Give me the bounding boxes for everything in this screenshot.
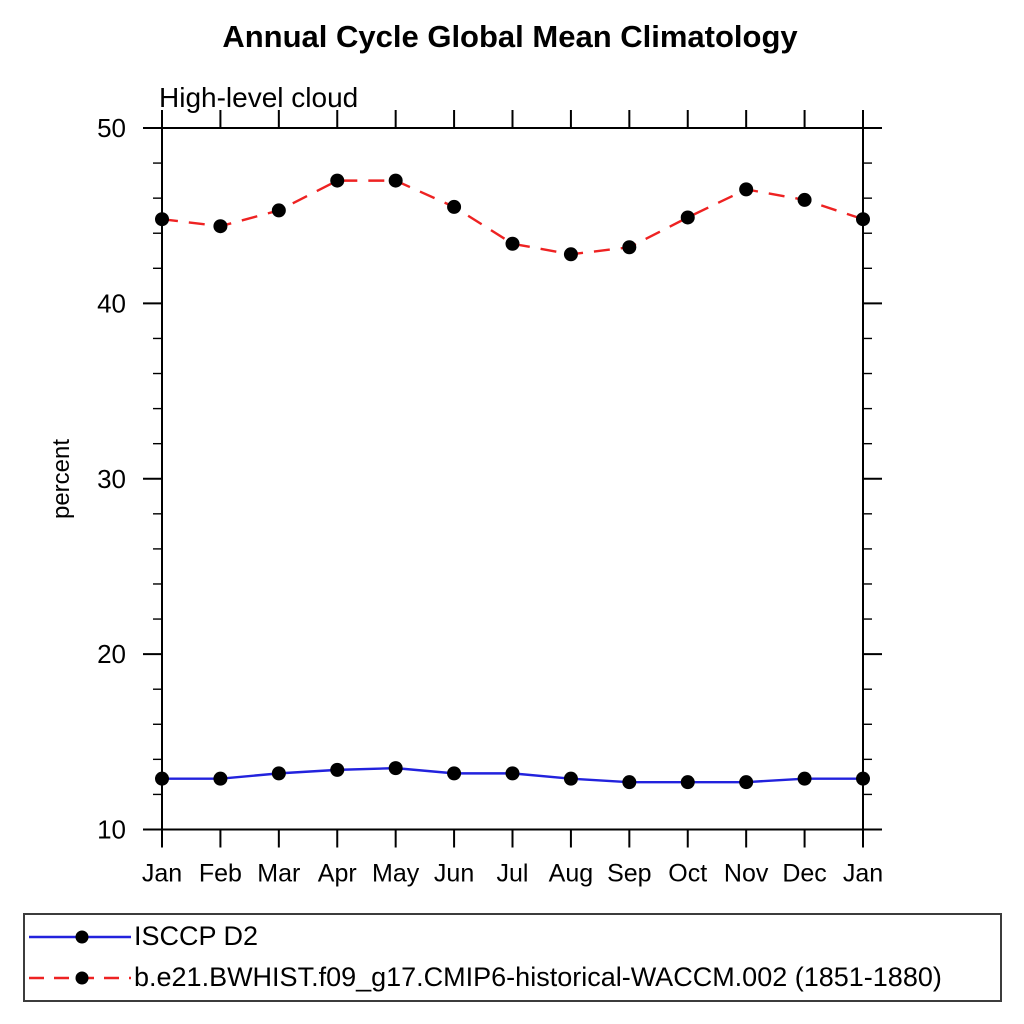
legend-sample-solid-line bbox=[29, 930, 131, 943]
y-tick-label: 40 bbox=[97, 288, 126, 318]
data-point bbox=[213, 219, 228, 234]
data-point bbox=[271, 766, 286, 781]
x-tick-label: Jan bbox=[843, 860, 883, 888]
x-tick-label: Nov bbox=[724, 860, 769, 888]
data-point bbox=[563, 771, 578, 786]
x-tick-label: Jun bbox=[434, 860, 474, 888]
data-point bbox=[856, 212, 870, 227]
data-point bbox=[797, 771, 812, 786]
legend-label: ISCCP D2 bbox=[134, 921, 259, 951]
data-point bbox=[155, 771, 169, 786]
data-point bbox=[622, 775, 637, 790]
x-tick-label: Jan bbox=[142, 860, 182, 888]
data-point bbox=[739, 182, 754, 197]
x-tick-label: Apr bbox=[318, 860, 357, 888]
data-point bbox=[680, 210, 695, 225]
legend-item: ISCCP D2 bbox=[29, 916, 1000, 957]
legend-item: b.e21.BWHIST.f09_g17.CMIP6-historical-WA… bbox=[29, 957, 1000, 998]
y-tick-label: 20 bbox=[97, 639, 126, 669]
x-tick-label: Jul bbox=[497, 860, 529, 888]
data-point bbox=[505, 766, 520, 781]
data-point bbox=[330, 173, 345, 188]
y-axis-label: percent bbox=[48, 439, 75, 519]
x-tick-label: Dec bbox=[782, 860, 826, 888]
data-point bbox=[563, 247, 578, 262]
data-point bbox=[213, 771, 228, 786]
data-point bbox=[388, 761, 403, 776]
data-series bbox=[155, 173, 870, 790]
data-point bbox=[271, 203, 286, 218]
data-point bbox=[797, 192, 812, 207]
legend-box: ISCCP D2 b.e21.BWHIST.f09_g17.CMIP6-hist… bbox=[23, 913, 1002, 1002]
data-point bbox=[680, 775, 695, 790]
data-point bbox=[505, 236, 520, 251]
y-tick-label: 10 bbox=[97, 815, 126, 845]
x-tick-label: Feb bbox=[199, 860, 242, 888]
chart-subtitle: High-level cloud bbox=[159, 82, 358, 113]
legend-marker-dot bbox=[75, 930, 89, 943]
x-tick-label: Sep bbox=[607, 860, 651, 888]
data-point bbox=[739, 775, 754, 790]
data-point bbox=[447, 199, 462, 214]
data-point bbox=[622, 240, 637, 255]
legend-sample-dashed-line bbox=[29, 971, 131, 984]
data-point bbox=[330, 762, 345, 777]
y-tick-label: 30 bbox=[97, 464, 126, 494]
data-point bbox=[856, 771, 870, 786]
data-point bbox=[447, 766, 462, 781]
x-tick-label: May bbox=[372, 860, 420, 888]
chart-title: Annual Cycle Global Mean Climatology bbox=[222, 19, 798, 54]
data-point bbox=[388, 173, 403, 188]
x-tick-label: Oct bbox=[668, 860, 707, 888]
x-tick-label: Mar bbox=[257, 860, 300, 888]
legend-label: b.e21.BWHIST.f09_g17.CMIP6-historical-WA… bbox=[134, 962, 942, 992]
x-tick-label: Aug bbox=[549, 860, 593, 888]
axes: Jan Feb Mar Apr May Jun Jul Aug Sep Oct Nov Dec Jan 1… bbox=[97, 110, 883, 888]
plot-frame bbox=[161, 127, 864, 831]
data-point bbox=[155, 212, 169, 227]
legend-marker-dot bbox=[75, 971, 89, 984]
y-tick-label: 50 bbox=[97, 113, 126, 143]
